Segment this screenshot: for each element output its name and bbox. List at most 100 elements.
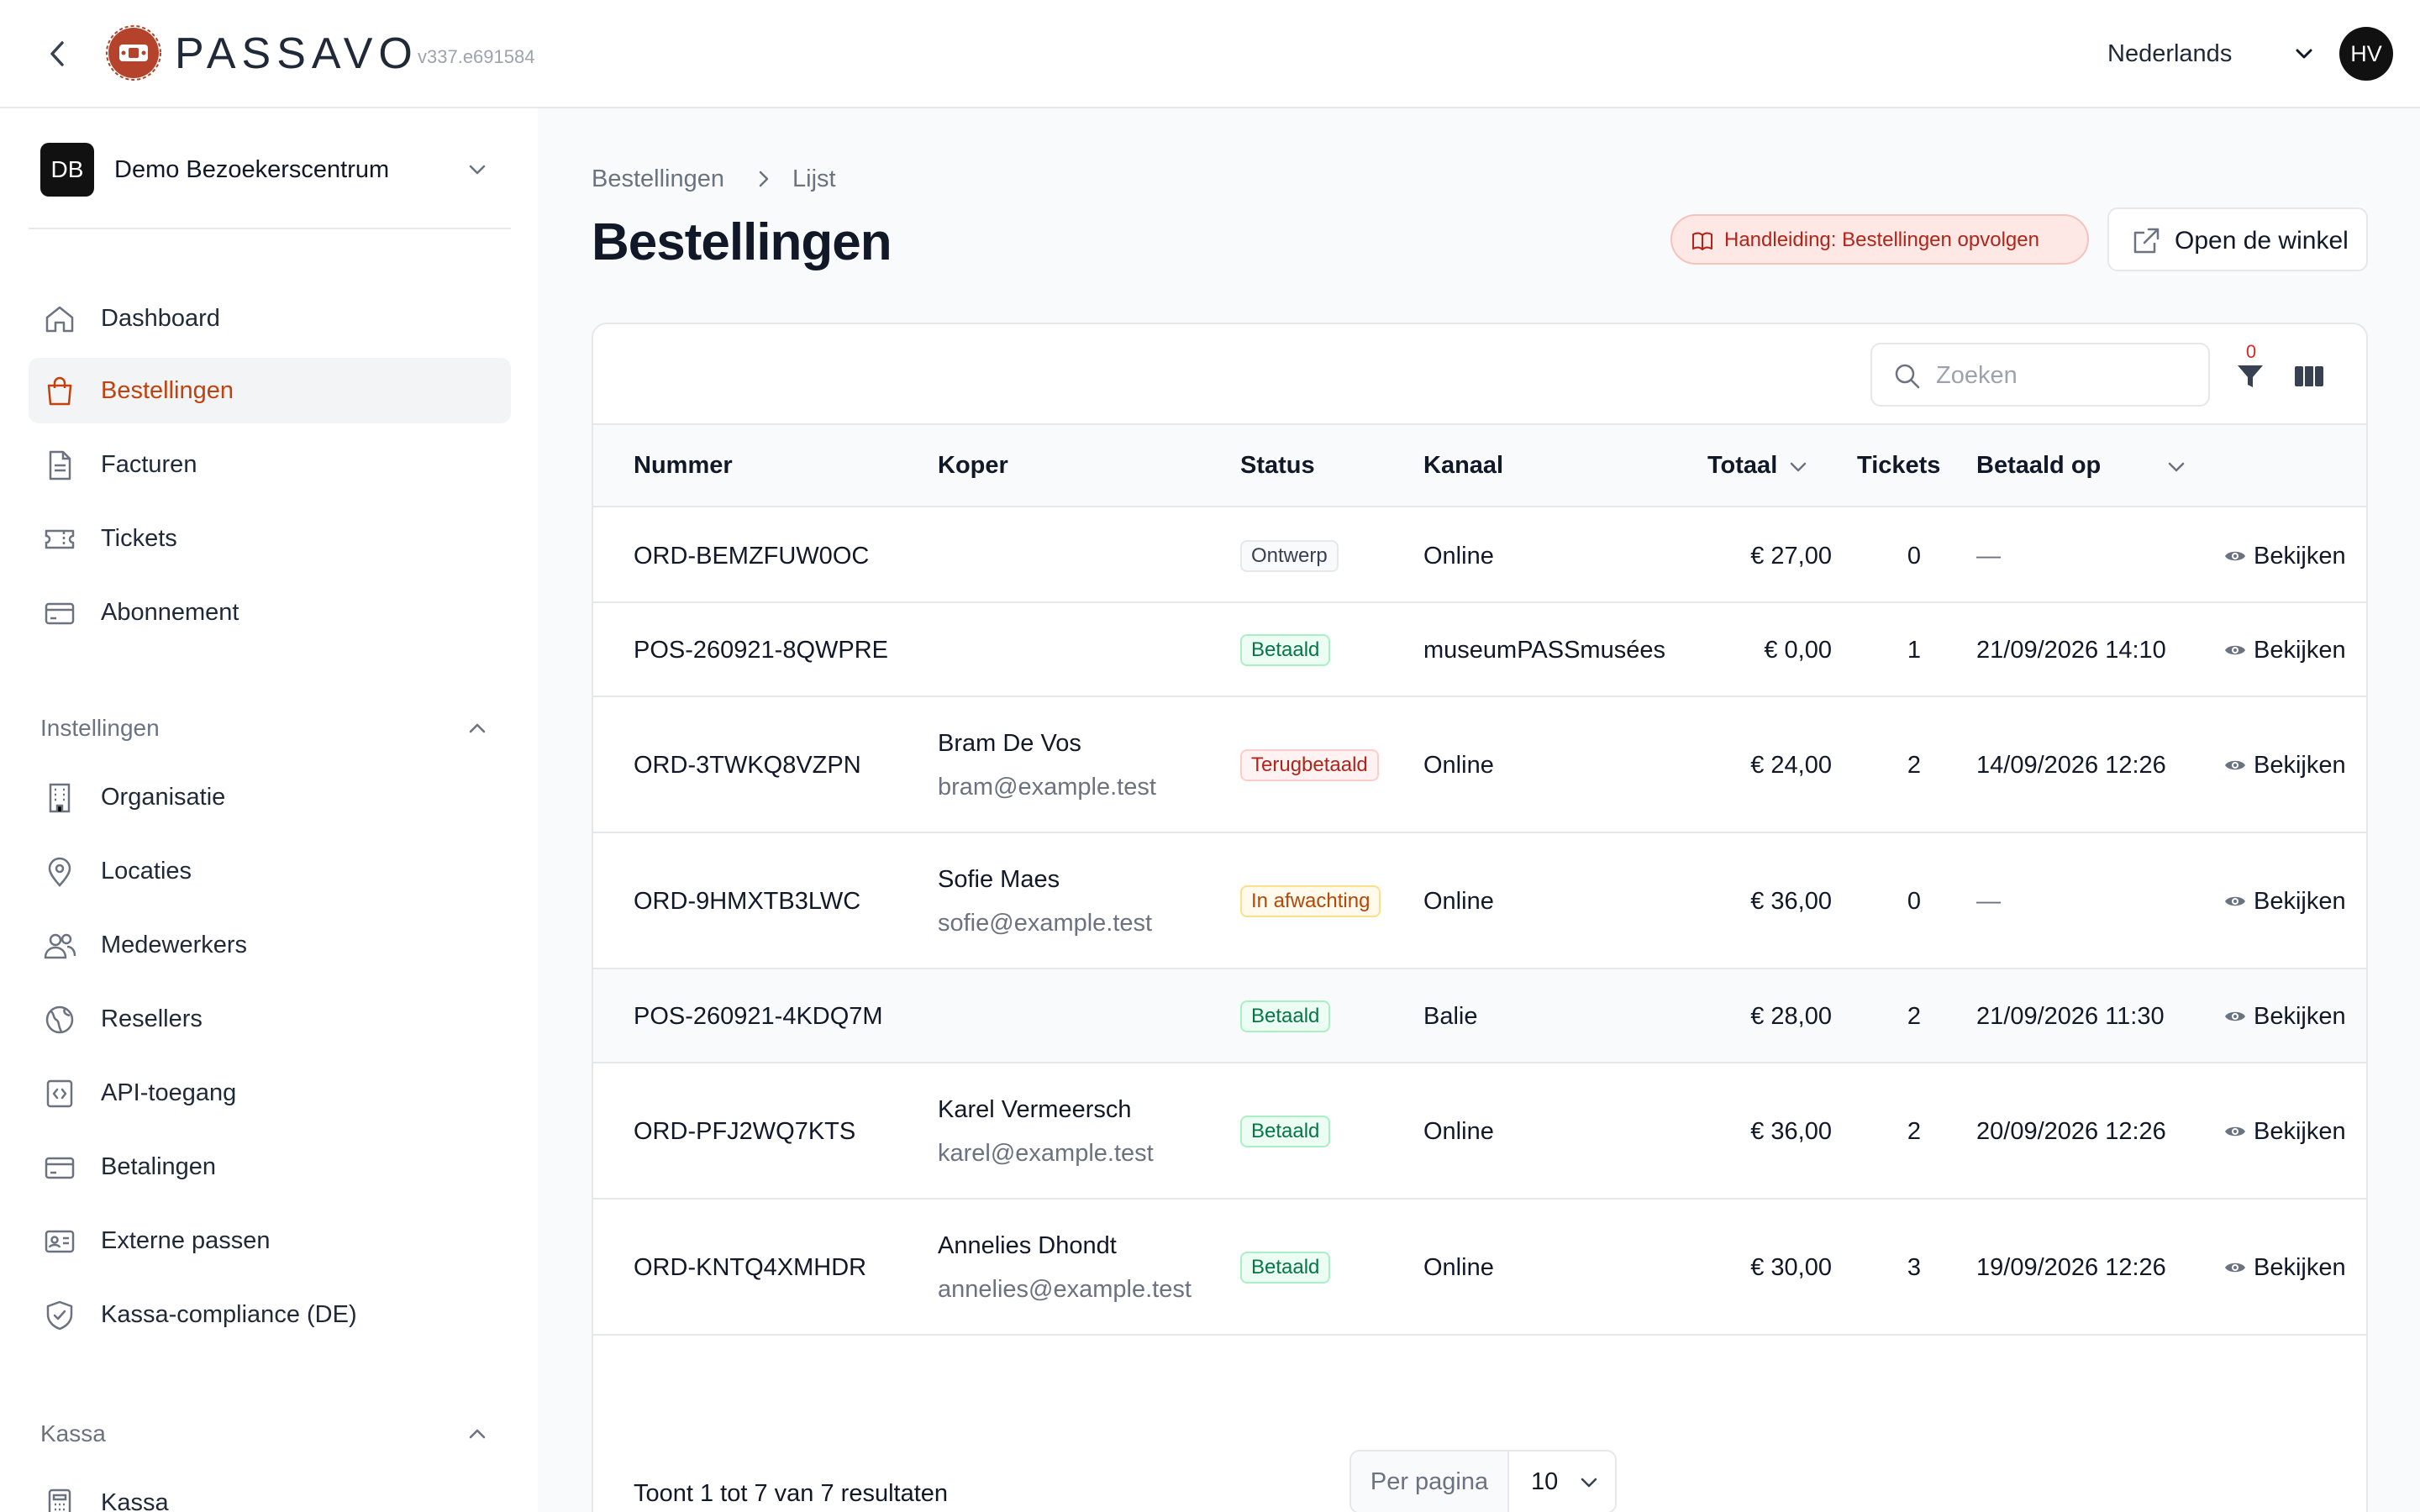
sidebar-item-medewerkers[interactable]: Medewerkers <box>29 912 511 978</box>
buyer-email: sofie@example.test <box>938 910 1153 937</box>
order-number: POS-260921-8QWPRE <box>634 637 889 664</box>
sidebar-item-betalingen[interactable]: Betalingen <box>29 1134 511 1200</box>
chevron-up-icon[interactable] <box>460 711 494 745</box>
eye-icon <box>2223 544 2247 568</box>
org-name: Demo Bezoekerscentrum <box>114 156 390 183</box>
language-select[interactable]: Nederlands <box>2107 40 2233 67</box>
filter-button[interactable] <box>2232 358 2269 395</box>
sidebar-item-label: Externe passen <box>101 1227 271 1254</box>
breadcrumb-bestellingen[interactable]: Bestellingen <box>592 165 724 192</box>
sidebar-item-resellers[interactable]: Resellers <box>29 986 511 1052</box>
filter-icon <box>2238 365 2263 387</box>
search-field[interactable] <box>1870 343 2210 407</box>
channel: Online <box>1423 1254 1494 1281</box>
view-order-button[interactable]: Bekijken <box>2223 1115 2366 1148</box>
channel: Online <box>1423 888 1494 915</box>
user-avatar[interactable]: HV <box>2339 27 2393 81</box>
back-button[interactable] <box>37 32 79 76</box>
building-icon <box>42 780 77 816</box>
eye-icon <box>2223 890 2247 913</box>
chevron-down-icon[interactable] <box>2287 39 2321 69</box>
order-number: ORD-PFJ2WQ7KTS <box>634 1118 856 1145</box>
column-header-betaald-op[interactable]: Betaald op <box>1976 452 2102 479</box>
ticket-count: 2 <box>1907 1003 1921 1030</box>
ticket-icon <box>42 522 77 557</box>
order-number: ORD-3TWKQ8VZPN <box>634 752 861 779</box>
order-number: POS-260921-4KDQ7M <box>634 1003 883 1030</box>
order-number: ORD-BEMZFUW0OC <box>634 543 870 570</box>
ticket-count: 3 <box>1907 1254 1921 1281</box>
results-summary: Toont 1 tot 7 van 7 resultaten <box>634 1480 949 1507</box>
column-header-totaal[interactable]: Totaal <box>1707 452 1778 479</box>
chevron-up-icon[interactable] <box>460 1417 494 1451</box>
sidebar-item-kassa[interactable]: Kassa <box>29 1470 511 1512</box>
paid-at: 21/09/2026 11:30 <box>1976 1003 2165 1030</box>
view-order-label: Bekijken <box>2254 752 2346 779</box>
view-order-button[interactable]: Bekijken <box>2223 633 2366 667</box>
order-total: € 36,00 <box>1750 1118 1832 1145</box>
view-order-button[interactable]: Bekijken <box>2223 539 2366 573</box>
sidebar-item-api-toegang[interactable]: API-toegang <box>29 1060 511 1126</box>
channel: Online <box>1423 752 1494 779</box>
book-open-icon <box>1691 229 1714 253</box>
paid-at: — <box>1976 543 2001 570</box>
sidebar-item-label: Abonnement <box>101 599 239 626</box>
status-badge: Terugbetaald <box>1240 749 1379 781</box>
sidebar-item-organisatie[interactable]: Organisatie <box>29 764 511 830</box>
search-input[interactable] <box>1936 356 2196 395</box>
columns-toggle-button[interactable] <box>2291 358 2328 395</box>
chevron-down-icon <box>1576 1470 1602 1495</box>
sidebar-item-kassa-compliance[interactable]: Kassa-compliance (DE) <box>29 1282 511 1347</box>
order-number: ORD-KNTQ4XMHDR <box>634 1254 867 1281</box>
sidebar-item-abonnement[interactable]: Abonnement <box>29 580 511 645</box>
column-header-tickets: Tickets <box>1857 452 1941 479</box>
view-order-button[interactable]: Bekijken <box>2223 748 2366 782</box>
sidebar-item-facturen[interactable]: Facturen <box>29 432 511 497</box>
status-badge: Betaald <box>1240 1116 1331 1147</box>
view-order-button[interactable]: Bekijken <box>2223 1000 2366 1033</box>
columns-icon <box>2295 366 2323 386</box>
order-total: € 24,00 <box>1750 752 1832 779</box>
sidebar-item-label: Resellers <box>101 1005 203 1032</box>
sidebar-item-label: Dashboard <box>101 305 220 332</box>
view-order-button[interactable]: Bekijken <box>2223 1251 2366 1284</box>
organization-switcher[interactable]: DB Demo Bezoekerscentrum <box>40 139 511 200</box>
page-title: Bestellingen <box>592 213 892 271</box>
order-total: € 30,00 <box>1750 1254 1832 1281</box>
sidebar-item-externe-passen[interactable]: Externe passen <box>29 1208 511 1273</box>
view-order-button[interactable]: Bekijken <box>2223 885 2366 918</box>
table-row: ORD-PFJ2WQ7KTS Karel Vermeersch karel@exam… <box>593 1063 2366 1200</box>
view-order-label: Bekijken <box>2254 1254 2346 1281</box>
per-page-select[interactable]: 10 <box>1509 1452 1615 1512</box>
sidebar-item-label: API-toegang <box>101 1079 237 1106</box>
map-pin-icon <box>42 854 77 890</box>
passavo-logo-icon <box>106 25 161 81</box>
sidebar-item-label: Bestellingen <box>101 377 234 404</box>
paid-at: 21/09/2026 14:10 <box>1976 637 2166 664</box>
sidebar-item-dashboard[interactable]: Dashboard <box>29 286 511 351</box>
sidebar-item-tickets[interactable]: Tickets <box>29 506 511 571</box>
sidebar-item-bestellingen[interactable]: Bestellingen <box>29 358 511 423</box>
view-order-label: Bekijken <box>2254 888 2346 915</box>
sort-chevron-down-icon[interactable] <box>2165 455 2188 479</box>
table-row: ORD-3TWKQ8VZPN Bram De Vos bram@example.te… <box>593 697 2366 833</box>
settings-section-header[interactable]: Instellingen <box>40 710 511 747</box>
sort-chevron-down-icon[interactable] <box>1786 455 1810 479</box>
org-avatar: DB <box>40 143 94 197</box>
sidebar-item-label: Tickets <box>101 525 177 552</box>
buyer-email: karel@example.test <box>938 1140 1154 1167</box>
guide-button[interactable]: Handleiding: Bestellingen opvolgen <box>1670 214 2089 265</box>
external-link-icon <box>2131 226 2161 256</box>
status-badge: Betaald <box>1240 1252 1331 1284</box>
table-footer: Toont 1 tot 7 van 7 resultaten Per pagin… <box>593 1450 2366 1512</box>
paid-at: — <box>1976 888 2001 915</box>
table-toolbar: 0 <box>593 324 2366 425</box>
status-badge: In afwachting <box>1240 885 1381 917</box>
search-icon <box>1892 361 1923 391</box>
open-shop-button[interactable]: Open de winkel <box>2107 207 2368 271</box>
sidebar-item-locaties[interactable]: Locaties <box>29 838 511 904</box>
order-total: € 0,00 <box>1764 637 1832 664</box>
kassa-section-header[interactable]: Kassa <box>40 1415 511 1452</box>
ticket-count: 2 <box>1907 752 1921 779</box>
view-order-label: Bekijken <box>2254 1003 2346 1030</box>
